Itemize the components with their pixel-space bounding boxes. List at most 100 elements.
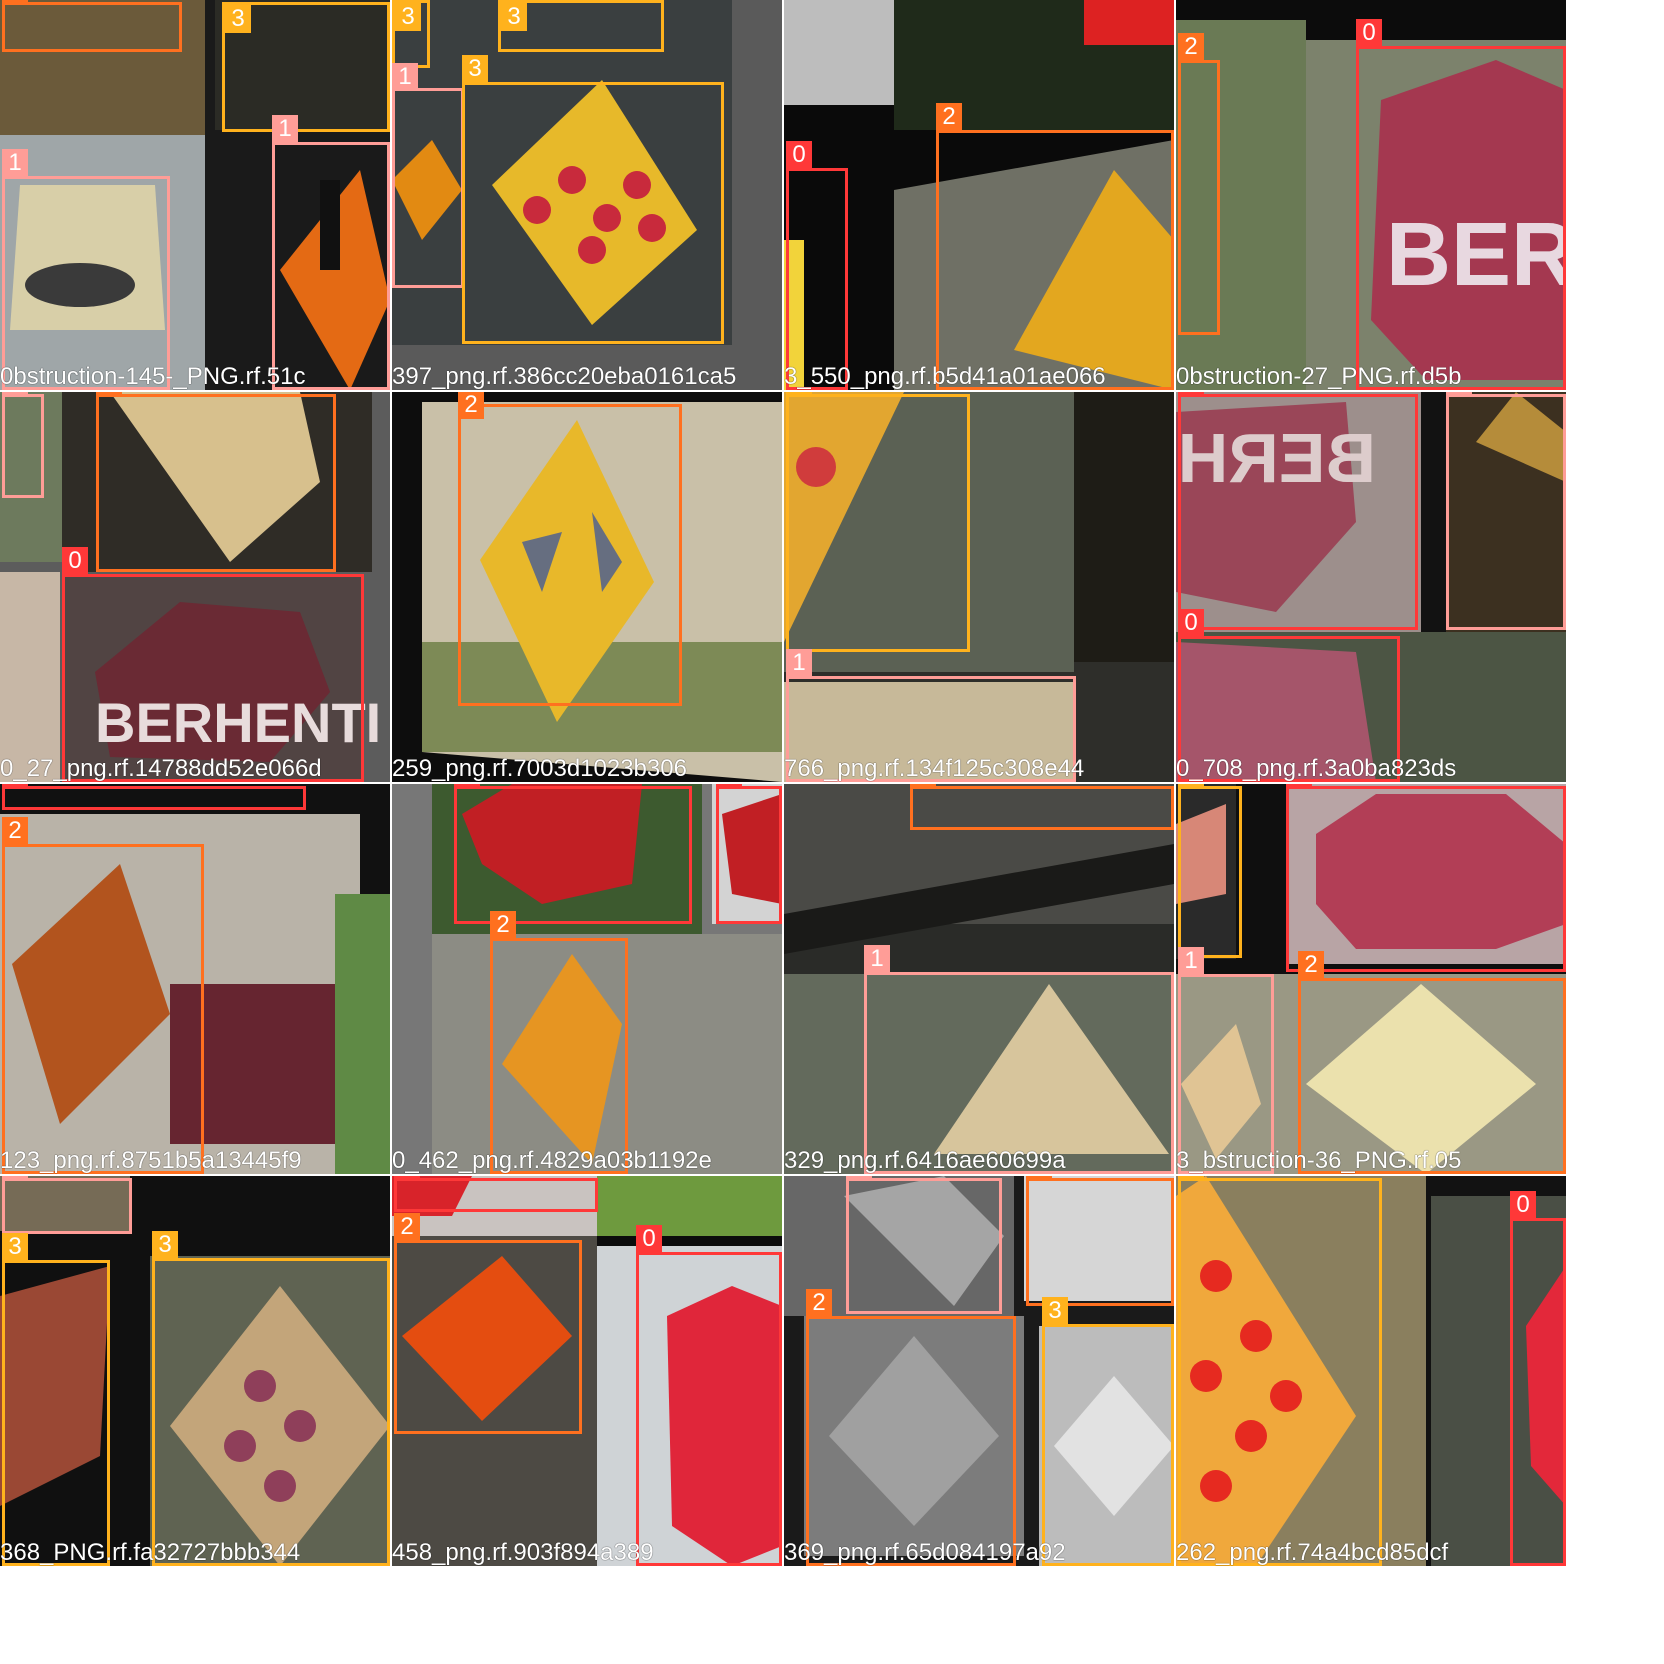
bbox-class-2: 2 [1026,1176,1174,1306]
bbox-class-3: 3 [2,1233,110,1566]
bbox-class-3: 3 [786,392,970,652]
class-label: 3 [225,5,251,33]
tile-r3c3: 2 1 329_png.rf.6416ae60699a [784,784,1174,1174]
tile-r1c1: 2 3 1 1 0bstruction-145-_PNG.rf.51c [0,0,390,390]
bbox-class-2: 2 [1178,33,1220,335]
class-label: 2 [1298,951,1324,979]
tile-r1c3: 0 2 3_550_png.rf.b5d41a01ae066 [784,0,1174,390]
class-label: 2 [96,392,122,397]
class-label: 2 [1026,1176,1052,1181]
bbox-class-1: 1 [1446,392,1566,630]
bbox-class-3: 3 [152,1231,390,1566]
bbox-class-2: 2 [1298,951,1566,1174]
bbox-class-3: 3 [1042,1297,1174,1566]
bbox-class-1: 1 [2,1176,132,1234]
photo-road-signs [392,1176,782,1566]
bbox-class-0: 0 [2,784,306,810]
tile-r4c2: 0 2 0 458_png.rf.903f894a389 [392,1176,782,1566]
class-label: 3 [1178,784,1204,789]
bbox-class-3: 3 [1178,1176,1382,1566]
bbox-class-2: 2 [394,1213,582,1434]
bbox-class-0: 0 [716,784,782,924]
class-label: 1 [786,649,812,677]
class-label: 0 [1286,784,1312,789]
mosaic-padding-bottom [0,1568,1664,1664]
photo-road-signs [0,1176,390,1566]
bbox-class-0: 0 [636,1225,782,1566]
bbox-class-1: 1 [1178,947,1274,1174]
photo-road-signs: BERHENTI [0,392,390,782]
class-label: 2 [1178,33,1204,61]
tile-r4c3: 1 2 2 3 369_png.rf.65d084197a92 [784,1176,1174,1566]
class-label: 0 [62,547,88,575]
class-label: 0 [1178,392,1204,397]
bbox-class-1: 1 [2,392,44,498]
class-label: 1 [392,63,418,91]
bbox-class-2: 2 [2,0,182,52]
class-label: 0 [1356,19,1382,47]
class-label: 3 [462,55,488,83]
bbox-class-2: 2 [458,392,682,706]
photo-road-signs [0,784,390,1174]
photo-road-signs [392,392,782,782]
class-label: 1 [846,1176,872,1181]
class-label: 3 [2,1233,28,1261]
class-label: 3 [1042,1297,1068,1325]
class-label: 0 [716,784,742,789]
tile-r1c2: 3 3 1 3 397_png.rf.386cc20eba0161ca5 [392,0,782,390]
photo-road-signs [784,0,1174,390]
class-label: 3 [501,3,527,31]
class-label: 0 [1510,1191,1536,1219]
class-label: 1 [2,392,28,397]
tile-r4c4: 3 0 262_png.rf.74a4bcd85dcf [1176,1176,1566,1566]
class-label: 1 [272,115,298,143]
bbox-class-3: 3 [222,2,390,132]
bbox-class-1: 1 [392,63,464,288]
tile-r2c2: 2 259_png.rf.7003d1023b306 [392,392,782,782]
class-label: 0 [2,784,28,789]
bbox-class-2: 2 [490,911,628,1174]
bbox-class-1: 1 [272,115,390,390]
class-label: 2 [936,103,962,131]
bbox-class-0: 0 [786,141,848,390]
photo-road-signs: BERH [1176,0,1566,390]
svg-text:BERH: BERH [1386,205,1566,305]
bbox-class-2: 2 [910,784,1174,830]
photo-road-signs [1176,1176,1566,1566]
class-label: 1 [2,149,28,177]
bbox-class-3: 3 [392,0,430,68]
photo-road-signs [784,1176,1174,1566]
bbox-class-1: 1 [786,649,1076,782]
class-label: 1 [1446,392,1472,397]
class-label: 2 [910,784,936,789]
bbox-class-2: 2 [96,392,336,572]
tile-r2c4: BERH 0 1 0 0_708_png.rf.3a0ba823ds [1176,392,1566,782]
bbox-class-0: 0 [454,784,692,924]
class-label: 2 [806,1289,832,1317]
bbox-class-1: 1 [2,149,170,390]
class-label: 3 [395,3,421,31]
tile-r3c1: 0 2 123_png.rf.8751b5a13445f9 [0,784,390,1174]
bbox-class-2: 2 [806,1289,1016,1566]
svg-text:BERH: BERH [1178,419,1376,497]
bbox-class-3: 3 [462,55,724,344]
class-label: 2 [394,1213,420,1241]
class-label: 3 [1178,1176,1204,1181]
bbox-class-3: 3 [498,0,664,52]
bbox-class-0: 0 [1178,392,1418,630]
class-label: 0 [1178,609,1204,637]
svg-text:BERHENTI: BERHENTI [95,691,381,754]
class-label: 1 [864,945,890,973]
class-label: 0 [636,1225,662,1253]
class-label: 0 [786,141,812,169]
bbox-class-0: 0 [1356,19,1566,390]
class-label: 0 [394,1176,420,1181]
class-label: 2 [490,911,516,939]
bbox-class-1: 1 [846,1176,1002,1314]
bbox-class-2: 2 [2,817,204,1174]
bbox-class-0: 0 [1510,1191,1566,1566]
class-label: 1 [2,1176,28,1181]
tile-r2c1: BERHENTI 1 2 0 0_27_png.rf.14788dd52e066… [0,392,390,782]
tile-r1c4: BERH 2 0 0bstruction-27_PNG.rf.d5b [1176,0,1566,390]
